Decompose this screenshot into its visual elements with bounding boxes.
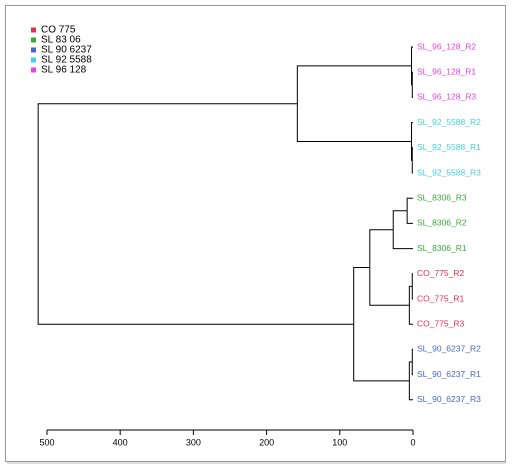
leaf-label: SL_8306_R3	[417, 192, 467, 202]
legend-swatch	[31, 27, 36, 33]
leaf-label: SL_92_5588_R2	[417, 117, 481, 127]
x-tick-label: 100	[332, 437, 347, 447]
legend-label: SL 83 06	[41, 35, 81, 46]
plot-frame	[5, 5, 506, 462]
leaf-label: CO_775_R3	[417, 318, 465, 328]
leaf-label: CO_775_R2	[417, 268, 465, 278]
legend-swatch	[31, 47, 36, 53]
legend-swatch	[31, 67, 36, 73]
dendrogram-link	[411, 273, 413, 300]
dendrogram-link	[353, 267, 410, 382]
leaf-label: SL_92_5588_R1	[417, 142, 481, 152]
legend-label: SL 90 6237	[41, 45, 92, 56]
leaf-label: CO_775_R1	[417, 293, 465, 303]
dendrogram-link	[411, 46, 413, 86]
legend-label: SL 92 5588	[41, 55, 92, 66]
x-tick-label: 300	[186, 437, 201, 447]
legend-label: SL 96 128	[41, 65, 87, 76]
dendrogram-link	[408, 361, 413, 401]
dendrogram-link	[411, 348, 413, 376]
legend-swatch	[31, 37, 36, 43]
x-tick-label: 200	[259, 437, 274, 447]
legend-label: CO 775	[41, 25, 76, 36]
leaf-label: SL_96_128_R2	[417, 41, 476, 51]
x-tick-label: 500	[39, 437, 54, 447]
dendrogram-link	[369, 229, 410, 306]
leaf-label: SL_92_5588_R3	[417, 167, 481, 177]
legend-swatch	[31, 57, 36, 63]
dendrogram-link	[411, 71, 413, 98]
dendrogram-link	[392, 210, 413, 250]
dendrogram-link	[411, 122, 413, 161]
leaf-label: SL_90_6237_R2	[417, 344, 481, 354]
dendrogram-link	[37, 103, 354, 325]
dendrogram-link	[411, 147, 413, 174]
leaf-label: SL_96_128_R1	[417, 66, 476, 76]
leaf-label: SL_8306_R1	[417, 243, 467, 253]
leaf-label: SL_8306_R2	[417, 218, 467, 228]
leaf-label: SL_96_128_R3	[417, 92, 476, 102]
leaf-label: SL_90_6237_R1	[417, 369, 481, 379]
x-tick-label: 400	[113, 437, 128, 447]
dendrogram-link	[408, 285, 413, 325]
x-tick-label: 0	[410, 437, 415, 447]
leaf-label: SL_90_6237_R3	[417, 394, 481, 404]
